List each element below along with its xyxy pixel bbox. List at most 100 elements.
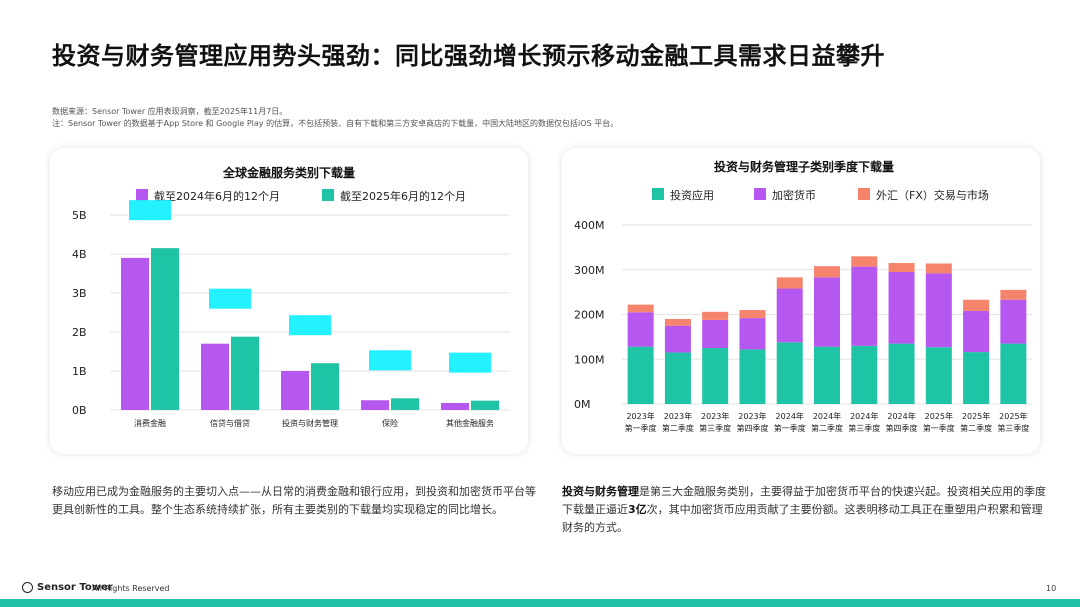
bar-1: [361, 400, 389, 410]
y-tick-label: 2B: [72, 326, 87, 339]
x-tick-quarter: 第一季度: [625, 423, 657, 433]
x-tick-year: 2024年: [776, 411, 804, 421]
y-tick-label: 0M: [574, 398, 591, 411]
bar-2: [231, 336, 259, 410]
rights-reserved: All Rights Reserved: [92, 584, 170, 593]
left-paragraph: 移动应用已成为金融服务的主要切入点——从日常的消费金融和银行应用，到投资和加密货…: [52, 485, 536, 516]
page-number: 10: [1046, 584, 1057, 593]
legend-label-2: 截至2025年6月的12个月: [340, 189, 466, 203]
x-tick-quarter: 第三季度: [997, 423, 1029, 433]
stack-segment-3: [739, 310, 766, 319]
bar-2: [151, 248, 179, 410]
bar-1: [441, 402, 469, 410]
stack-segment-2: [814, 277, 840, 347]
x-tick-year: 2023年: [701, 411, 729, 421]
source-note: 数据来源：Sensor Tower 应用表现洞察，截至2025年11月7日。: [52, 107, 288, 116]
x-tick-year: 2024年: [887, 411, 915, 421]
x-tick-quarter: 第四季度: [886, 423, 918, 433]
legend-swatch-3: [858, 188, 870, 200]
global-downloads-chart-panel: 全球金融服务类别下载量 截至2024年6月的12个月 截至2025年6月的12个月 0…: [50, 148, 528, 454]
label-box: [289, 315, 331, 336]
stack-segment-1: [739, 349, 766, 404]
brand-name: Sensor Tower: [37, 582, 113, 593]
x-tick-year: 2024年: [850, 411, 878, 421]
stack-segment-2: [1000, 299, 1027, 344]
bar-1: [121, 257, 149, 410]
right-paragraph-post: 次，其中加密货币应用贡献了主要份额。这表明移动工具正在重塑用户积累和管理财务的方…: [562, 503, 1043, 534]
x-tick-year: 2023年: [664, 411, 692, 421]
x-tick-year: 2023年: [738, 411, 766, 421]
legend-swatch-2: [322, 189, 334, 201]
stack-segment-2: [664, 325, 691, 353]
label-box: [449, 352, 491, 373]
y-tick-label: 0B: [72, 404, 87, 417]
quarterly-downloads-chart-panel: 投资与财务管理子类别季度下载量 投资应用 加密货币 外汇（FX）交易与市场 0M 100M…: [562, 148, 1040, 454]
legend-swatch-1: [136, 189, 148, 201]
stack-segment-1: [702, 348, 729, 404]
bar-1: [281, 371, 309, 410]
stack-segment-1: [776, 342, 803, 404]
x-tick-label: 信贷与借贷: [210, 418, 250, 428]
y-tick-label: 5B: [72, 209, 87, 222]
x-tick-year: 2024年: [813, 411, 841, 421]
x-tick-year: 2025年: [962, 411, 990, 421]
stack-segment-1: [1000, 343, 1027, 404]
right-paragraph-bold2: 3亿: [628, 503, 647, 516]
label-box: [129, 200, 171, 221]
x-tick-label: 保险: [382, 418, 398, 428]
y-tick-label: 4B: [72, 248, 87, 261]
x-tick-quarter: 第二季度: [811, 423, 843, 433]
y-tick-label: 200M: [574, 309, 605, 322]
stack-segment-2: [851, 266, 878, 346]
stack-segment-3: [1000, 289, 1027, 300]
stack-segment-3: [814, 266, 840, 278]
x-tick-quarter: 第三季度: [699, 423, 731, 433]
x-tick-quarter: 第一季度: [774, 423, 806, 433]
x-tick-year: 2025年: [999, 411, 1027, 421]
legend-label-1: 投资应用: [670, 188, 714, 202]
stack-segment-2: [702, 319, 729, 349]
stack-segment-2: [925, 273, 952, 348]
sensor-tower-logo: Sensor Tower: [22, 582, 113, 593]
y-tick-label: 400M: [574, 219, 605, 232]
stack-segment-3: [888, 263, 915, 272]
stack-segment-2: [776, 288, 803, 343]
x-tick-year: 2025年: [925, 411, 953, 421]
bar-1: [201, 343, 229, 410]
x-tick-label: 投资与财务管理: [282, 418, 338, 428]
stack-segment-3: [702, 311, 729, 320]
bar-2: [391, 398, 419, 410]
label-box: [209, 288, 251, 309]
stack-segment-3: [963, 299, 990, 311]
right-paragraph-pre: 是第三大金融服务类别，主要得益于加密货币平台的快速兴起。投资相关应用的季度下载量…: [562, 485, 1046, 516]
y-tick-label: 100M: [574, 353, 605, 366]
x-tick-label: 消费金融: [134, 418, 166, 428]
x-tick-quarter: 第二季度: [960, 423, 992, 433]
x-tick-quarter: 第三季度: [848, 423, 880, 433]
stack-segment-3: [776, 277, 803, 289]
x-tick-year: 2023年: [626, 411, 654, 421]
y-tick-label: 1B: [72, 365, 87, 378]
logo-icon: [22, 582, 33, 593]
chart-title: 投资与财务管理子类别季度下载量: [714, 159, 894, 174]
right-paragraph-bold: 投资与财务管理: [562, 485, 639, 498]
stack-segment-1: [664, 352, 691, 404]
stack-segment-2: [739, 318, 766, 350]
chart-title: 全球金融服务类别下载量: [222, 165, 355, 180]
x-tick-quarter: 第二季度: [662, 423, 694, 433]
x-tick-quarter: 第一季度: [923, 423, 955, 433]
x-tick-quarter: 第四季度: [736, 423, 768, 433]
stack-segment-1: [963, 352, 990, 404]
stack-segment-3: [664, 318, 691, 326]
stack-segment-3: [925, 263, 952, 274]
stack-segment-1: [851, 345, 878, 404]
footnote: 注：Sensor Tower 的数据基于App Store 和 Google P…: [52, 119, 619, 128]
stack-segment-2: [888, 271, 915, 344]
stack-segment-1: [888, 343, 915, 404]
bar-2: [471, 400, 499, 410]
right-paragraph: 投资与财务管理是第三大金融服务类别，主要得益于加密货币平台的快速兴起。投资相关应…: [562, 483, 1052, 537]
stack-segment-1: [925, 347, 952, 404]
page-title: 投资与财务管理应用势头强劲：同比强劲增长预示移动金融工具需求日益攀升: [52, 42, 885, 70]
stack-segment-3: [851, 256, 878, 267]
x-tick-label: 其他金融服务: [446, 418, 494, 428]
